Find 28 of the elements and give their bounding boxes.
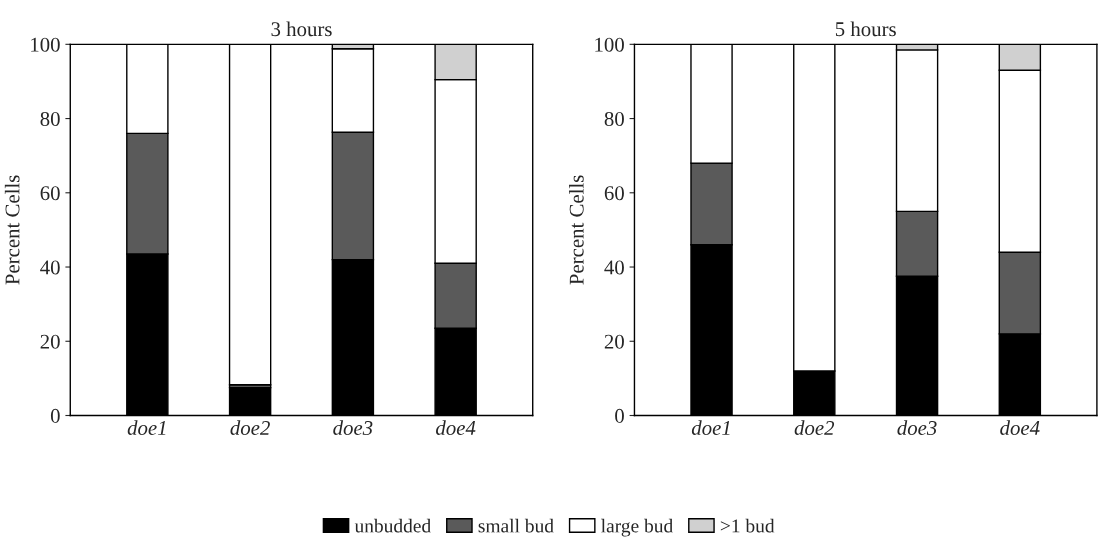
- y-tick-label: 80: [40, 111, 60, 126]
- y-tick-label: 60: [604, 186, 624, 201]
- y-tick-label: 20: [40, 334, 60, 349]
- y-tick-label: 20: [604, 334, 624, 349]
- y-tick-label: 100: [31, 37, 60, 52]
- y-tick-label: 0: [615, 408, 624, 423]
- x-tick-label: doe3: [897, 420, 937, 436]
- y-tick-label: 40: [604, 260, 624, 275]
- chart-title: 3 hours: [271, 21, 332, 37]
- chart-title: 5 hours: [835, 21, 896, 37]
- y-tick-label: 80: [604, 111, 624, 126]
- x-tick-label: doe1: [691, 420, 730, 436]
- legend-label: unbudded: [354, 518, 431, 533]
- y-tick-label: 60: [40, 186, 60, 201]
- x-tick-label: doe3: [333, 420, 373, 436]
- x-tick-label: doe1: [127, 420, 166, 436]
- legend-label: large bud: [601, 518, 673, 537]
- y-axis-title: Percent Cells: [4, 175, 20, 285]
- legend-label: small bud: [478, 518, 554, 533]
- x-tick-label: doe2: [230, 420, 270, 436]
- y-axis-title: Percent Cells: [569, 175, 584, 285]
- x-tick-label: doe4: [1000, 420, 1040, 436]
- y-tick-label: 100: [595, 37, 624, 52]
- y-tick-label: 0: [50, 408, 60, 423]
- x-tick-label: doe4: [436, 420, 476, 436]
- y-tick-label: 40: [40, 260, 60, 275]
- x-tick-label: doe2: [794, 420, 835, 436]
- legend-label: >1 bud: [720, 518, 775, 533]
